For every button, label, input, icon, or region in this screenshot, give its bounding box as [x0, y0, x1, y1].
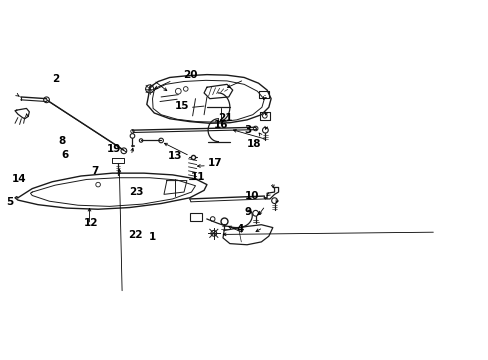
Text: 4: 4	[236, 224, 243, 234]
Text: 17: 17	[207, 158, 222, 168]
Text: 20: 20	[183, 70, 197, 80]
Text: 2: 2	[52, 75, 60, 84]
Text: 5: 5	[6, 197, 14, 207]
Text: 11: 11	[191, 172, 205, 183]
Text: 6: 6	[61, 150, 68, 160]
Text: 3: 3	[244, 125, 251, 135]
Circle shape	[252, 210, 258, 216]
Text: 18: 18	[247, 139, 261, 149]
Text: 9: 9	[244, 207, 251, 217]
Text: 8: 8	[58, 136, 65, 146]
Text: 23: 23	[129, 187, 144, 197]
Text: 14: 14	[12, 175, 26, 184]
Text: 7: 7	[92, 166, 99, 176]
Circle shape	[271, 198, 277, 203]
Bar	[189, 213, 202, 221]
Text: 13: 13	[167, 151, 182, 161]
Text: 12: 12	[83, 218, 98, 228]
Text: 15: 15	[174, 101, 188, 111]
Text: 19: 19	[107, 144, 122, 153]
Circle shape	[262, 127, 268, 133]
Text: 21: 21	[217, 113, 232, 122]
Text: 10: 10	[244, 191, 259, 201]
Circle shape	[210, 230, 216, 236]
Text: 16: 16	[213, 120, 228, 130]
Text: 1: 1	[149, 232, 156, 242]
Text: 22: 22	[128, 230, 142, 240]
